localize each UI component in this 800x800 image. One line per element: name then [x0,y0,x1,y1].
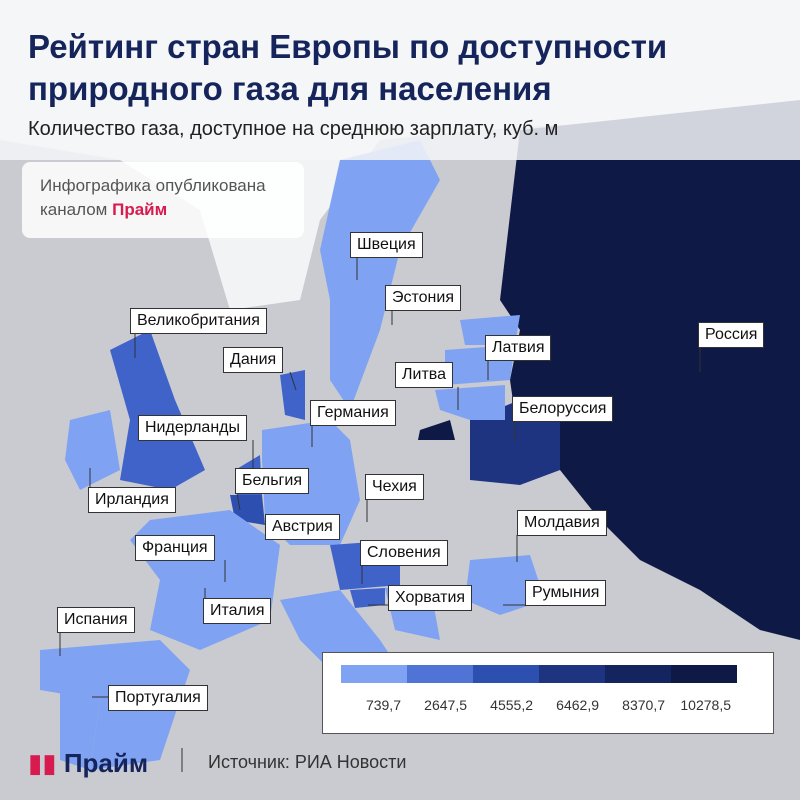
title-line: природного газа для населения [28,70,552,107]
country-label: Чехия [365,474,424,500]
country-label: Великобритания [130,308,267,334]
header-bg [0,0,800,160]
legend-swatch [473,665,539,683]
country-label: Молдавия [517,510,607,536]
sweden [320,140,440,410]
legend-label: 2647,5 [424,697,467,713]
legend-label: 4555,2 [490,697,533,713]
legend-swatch [539,665,605,683]
legend-label: 739,7 [366,697,401,713]
country-label: Эстония [385,285,461,311]
country-label: Бельгия [235,468,309,494]
legend-swatch [341,665,407,683]
legend-swatch [671,665,737,683]
title-line: Рейтинг стран Европы по доступности [28,28,668,65]
country-label: Португалия [108,685,208,711]
footer-brand: ▮▮ Прайм [28,748,149,778]
country-label: Австрия [265,514,340,540]
country-label: Германия [310,400,396,426]
legend-scale: 739,7 2647,5 4555,2 6462,9 8370,7 10278,5 [341,665,737,713]
country-label: Литва [395,362,453,388]
country-label: Нидерланды [138,415,247,441]
portugal [60,690,100,770]
legend-swatch [407,665,473,683]
legend-label: 6462,9 [556,697,599,713]
country-label: Ирландия [88,487,176,513]
kaliningrad [418,420,455,440]
country-label: Дания [223,347,284,373]
country-label: Румыния [525,580,607,606]
country-label: Латвия [485,335,552,361]
country-label: Италия [203,598,272,624]
badge-line: каналом Прайм [40,198,304,222]
country-label: Белоруссия [512,396,614,422]
germany [262,420,360,545]
legend-label: 8370,7 [622,697,665,713]
source: Источник: РИА Новости [208,752,407,772]
country-label: Словения [360,540,448,566]
russia [500,100,800,640]
country-label: Франция [135,535,215,561]
badge-brand: Прайм [112,200,168,219]
footer-brand-text: Прайм [63,748,149,778]
legend: 739,7 2647,5 4555,2 6462,9 8370,7 10278,5 [322,652,774,734]
ireland [65,410,120,490]
country-label: Испания [57,607,135,633]
country-label: Хорватия [388,585,473,611]
country-label: Россия [698,322,765,348]
badge-line: Инфографика опубликована [40,176,266,195]
title: Рейтинг стран Европы по доступности прир… [28,26,667,110]
legend-label: 10278,5 [680,697,731,713]
badge-text: каналом [40,200,108,219]
slovenia [350,588,385,608]
uk [110,330,205,490]
subtitle: Количество газа, доступное на среднюю за… [28,118,559,140]
legend-swatch [605,665,671,683]
lithuania [435,385,505,420]
leader-lines [59,258,701,698]
badge: Инфографика опубликована каналом Прайм [22,162,304,238]
country-label: Швеция [350,232,423,258]
denmark [280,370,305,420]
